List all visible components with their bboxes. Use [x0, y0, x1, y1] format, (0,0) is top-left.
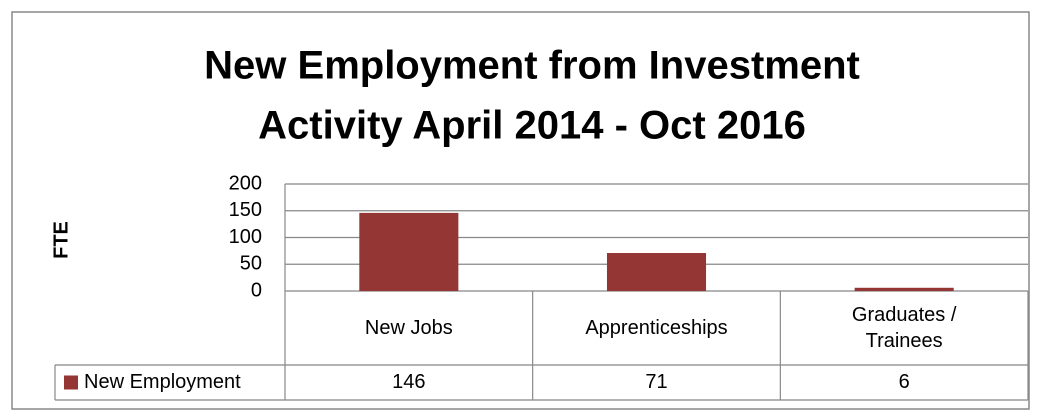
x-tick-label-cell: Graduates / Trainees [851, 304, 957, 352]
table-value: 6 [899, 371, 910, 393]
x-tick-label: Graduates / Trainees [851, 304, 957, 352]
bar [854, 287, 954, 291]
table-value: 146 [392, 371, 425, 393]
y-tick-label: 50 [240, 253, 262, 275]
x-tick-label-cell: Apprenticeships [585, 317, 728, 339]
chart-title: New Employment from Investment [204, 44, 860, 88]
y-tick-label: 100 [229, 226, 262, 248]
bar [606, 253, 707, 291]
x-tick-label-cell: New Jobs [364, 317, 453, 339]
y-tick-label: 200 [229, 172, 262, 194]
y-axis-label: FTE [50, 221, 72, 259]
table-value: 71 [645, 371, 667, 393]
x-tick-label: New Jobs [364, 317, 453, 339]
y-tick-label: 0 [251, 279, 262, 301]
y-tick-label: 150 [229, 199, 262, 221]
legend-key [64, 375, 78, 390]
legend-label: New Employment [84, 371, 241, 393]
x-tick-label: Apprenticeships [585, 317, 728, 339]
bar [359, 212, 459, 291]
chart-title: Activity April 2014 - Oct 2016 [258, 104, 806, 148]
chart-border [11, 11, 1030, 410]
